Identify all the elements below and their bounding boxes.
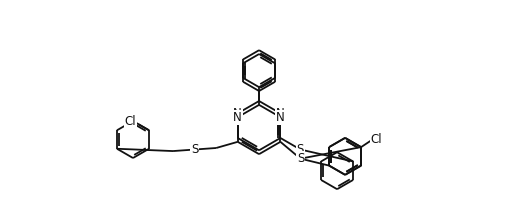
Text: S: S bbox=[296, 143, 303, 156]
Text: N: N bbox=[275, 107, 284, 120]
Text: Cl: Cl bbox=[125, 115, 136, 128]
Polygon shape bbox=[345, 138, 360, 156]
Polygon shape bbox=[328, 147, 345, 166]
Text: S: S bbox=[190, 143, 198, 156]
Polygon shape bbox=[328, 138, 345, 156]
Text: Cl: Cl bbox=[370, 133, 382, 146]
Polygon shape bbox=[328, 156, 345, 175]
Polygon shape bbox=[345, 156, 360, 175]
Text: N: N bbox=[233, 111, 242, 124]
Text: N: N bbox=[275, 111, 284, 124]
Polygon shape bbox=[345, 147, 360, 166]
Text: S: S bbox=[296, 152, 303, 165]
Text: N: N bbox=[233, 107, 242, 120]
